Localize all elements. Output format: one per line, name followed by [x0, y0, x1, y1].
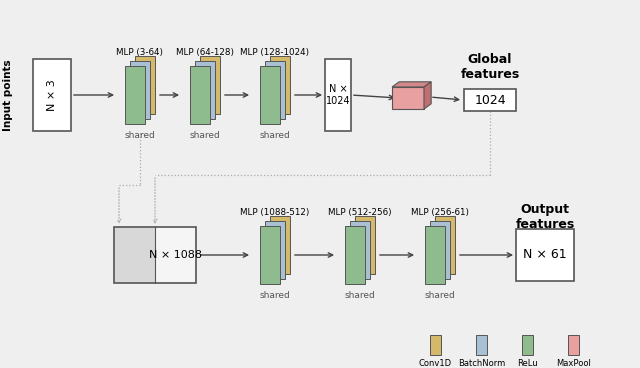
- Bar: [260, 226, 280, 284]
- Text: MLP (512-256): MLP (512-256): [328, 209, 392, 217]
- Bar: [522, 335, 533, 355]
- Text: Input points: Input points: [3, 59, 13, 131]
- Text: MLP (1088-512): MLP (1088-512): [240, 209, 310, 217]
- Polygon shape: [424, 82, 431, 109]
- Text: shared: shared: [344, 290, 376, 300]
- Text: N × 3: N × 3: [47, 79, 57, 111]
- Text: 1024: 1024: [474, 93, 506, 106]
- Bar: [190, 66, 210, 124]
- Bar: [265, 61, 285, 119]
- Bar: [325, 59, 351, 131]
- Polygon shape: [392, 87, 424, 109]
- Bar: [130, 61, 150, 119]
- Bar: [464, 89, 516, 111]
- Text: Output
features: Output features: [515, 203, 575, 231]
- Bar: [345, 226, 365, 284]
- Bar: [125, 66, 145, 124]
- Text: MLP (3-64): MLP (3-64): [116, 49, 163, 57]
- Bar: [516, 229, 574, 281]
- Text: MLP (256-61): MLP (256-61): [411, 209, 469, 217]
- Bar: [430, 221, 450, 279]
- Text: MaxPool: MaxPool: [556, 359, 591, 368]
- Bar: [435, 216, 455, 274]
- Text: ReLu: ReLu: [517, 359, 538, 368]
- Bar: [270, 56, 290, 114]
- Text: Conv1D: Conv1D: [419, 359, 452, 368]
- Bar: [135, 56, 155, 114]
- Bar: [265, 221, 285, 279]
- Text: N × 1088: N × 1088: [149, 250, 202, 260]
- Bar: [430, 335, 441, 355]
- Text: shared: shared: [260, 290, 291, 300]
- Bar: [195, 61, 215, 119]
- Bar: [350, 221, 370, 279]
- Text: MLP (128-1024): MLP (128-1024): [241, 49, 310, 57]
- Bar: [200, 56, 220, 114]
- Text: BatchNorm: BatchNorm: [458, 359, 505, 368]
- Bar: [476, 335, 487, 355]
- Text: shared: shared: [125, 131, 156, 139]
- Bar: [260, 66, 280, 124]
- Bar: [114, 227, 155, 283]
- Bar: [355, 216, 375, 274]
- Text: shared: shared: [189, 131, 220, 139]
- Bar: [425, 226, 445, 284]
- Polygon shape: [392, 82, 431, 87]
- Bar: [568, 335, 579, 355]
- Text: N × 61: N × 61: [523, 248, 567, 262]
- Bar: [155, 227, 196, 283]
- Bar: [270, 216, 290, 274]
- Text: Global
features: Global features: [460, 53, 520, 81]
- Text: shared: shared: [260, 131, 291, 139]
- Bar: [114, 227, 196, 283]
- Text: N ×
1024: N × 1024: [326, 84, 350, 106]
- Bar: [33, 59, 71, 131]
- Text: MLP (64-128): MLP (64-128): [176, 49, 234, 57]
- Text: shared: shared: [424, 290, 456, 300]
